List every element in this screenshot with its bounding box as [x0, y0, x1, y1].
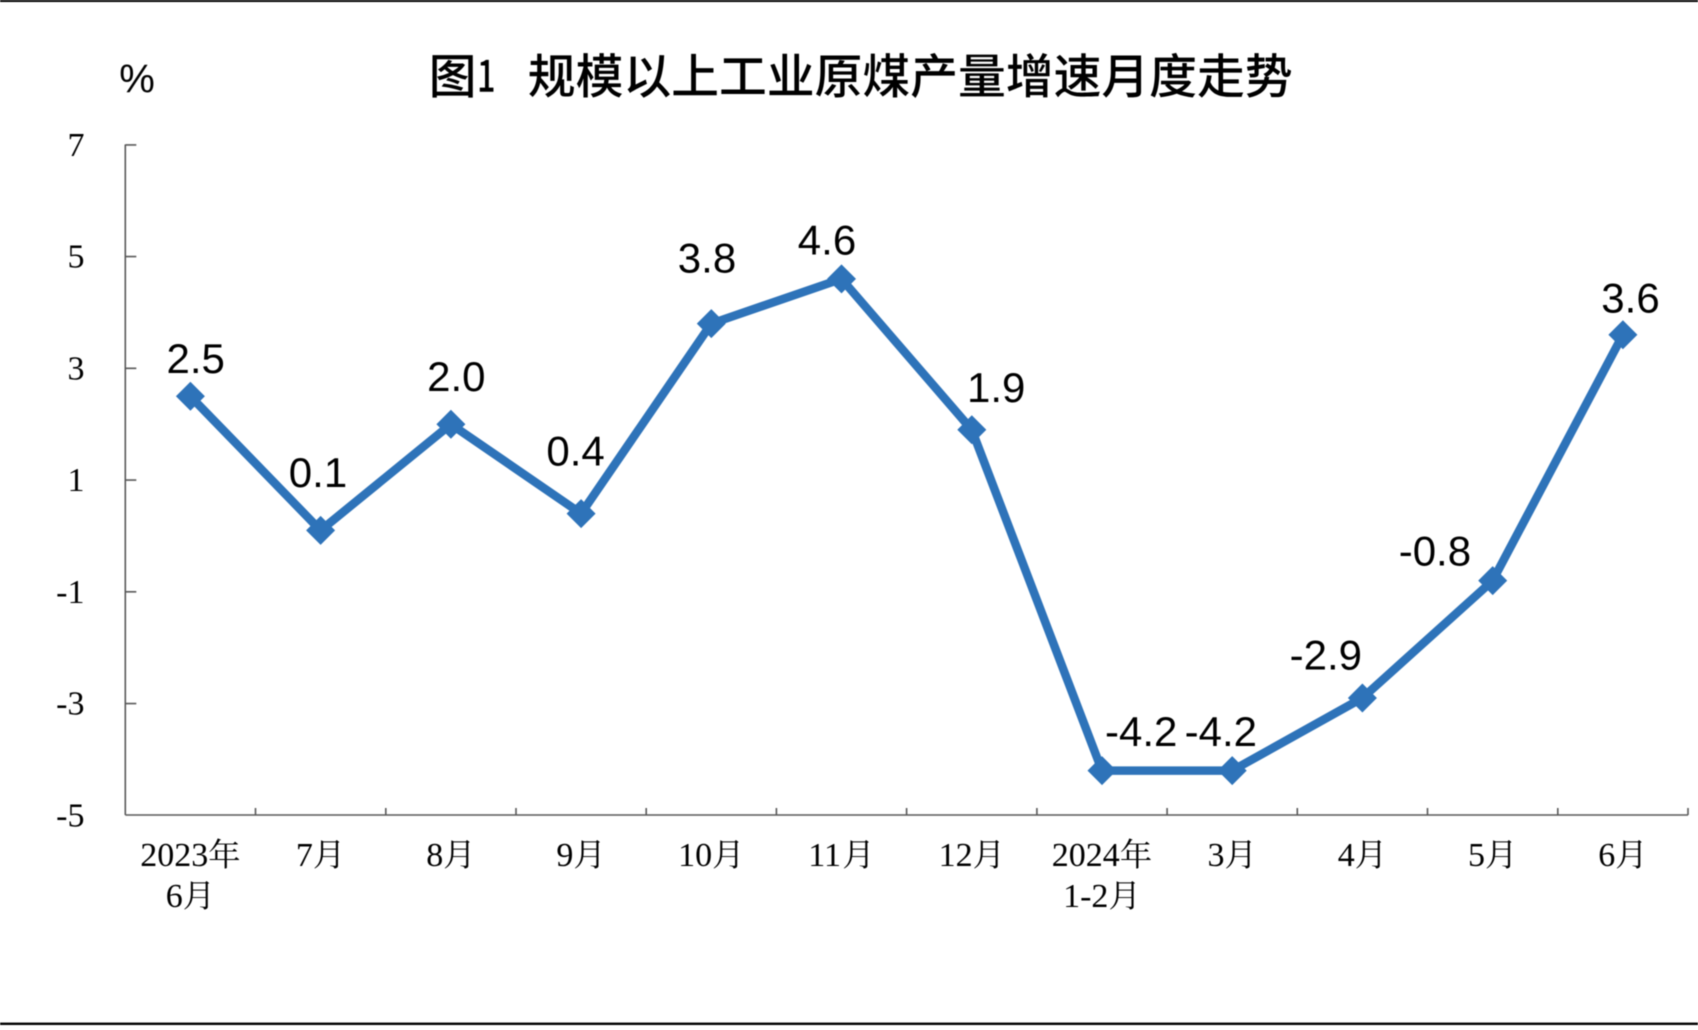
svg-text:2.0: 2.0: [427, 353, 485, 400]
svg-text:1-2: 1-2: [1063, 878, 1108, 915]
svg-text:3.6: 3.6: [1601, 274, 1659, 321]
svg-text:4: 4: [1338, 837, 1355, 874]
svg-text:-2.9: -2.9: [1290, 632, 1362, 679]
svg-text:7: 7: [296, 837, 313, 874]
svg-text:8: 8: [426, 837, 443, 874]
svg-text:2024: 2024: [1052, 837, 1120, 874]
svg-text:0.4: 0.4: [546, 428, 604, 475]
svg-text:%: %: [119, 57, 155, 101]
svg-text:1.9: 1.9: [967, 364, 1025, 411]
svg-text:1: 1: [68, 462, 85, 499]
svg-text:7: 7: [68, 127, 85, 164]
svg-text:-5: -5: [56, 797, 84, 834]
svg-text:6: 6: [1598, 837, 1615, 874]
svg-text:3: 3: [68, 350, 85, 387]
svg-text:12: 12: [939, 837, 973, 874]
svg-text:2.5: 2.5: [167, 335, 225, 382]
svg-text:3.8: 3.8: [678, 235, 736, 282]
svg-text:11: 11: [808, 837, 841, 874]
svg-text:9: 9: [556, 837, 573, 874]
svg-text:-3: -3: [56, 686, 84, 723]
svg-text:-4.2: -4.2: [1185, 708, 1257, 755]
svg-text:-1: -1: [56, 574, 84, 611]
svg-text:-4.2: -4.2: [1105, 708, 1177, 755]
svg-text:-0.8: -0.8: [1399, 528, 1471, 575]
svg-text:5: 5: [1468, 837, 1485, 874]
svg-text:10: 10: [678, 837, 712, 874]
svg-text:3: 3: [1208, 837, 1225, 874]
svg-text:6: 6: [166, 878, 183, 915]
svg-text:0.1: 0.1: [289, 449, 347, 496]
svg-text:5: 5: [68, 239, 85, 276]
svg-text:4.6: 4.6: [798, 217, 856, 264]
svg-text:2023: 2023: [140, 837, 208, 874]
